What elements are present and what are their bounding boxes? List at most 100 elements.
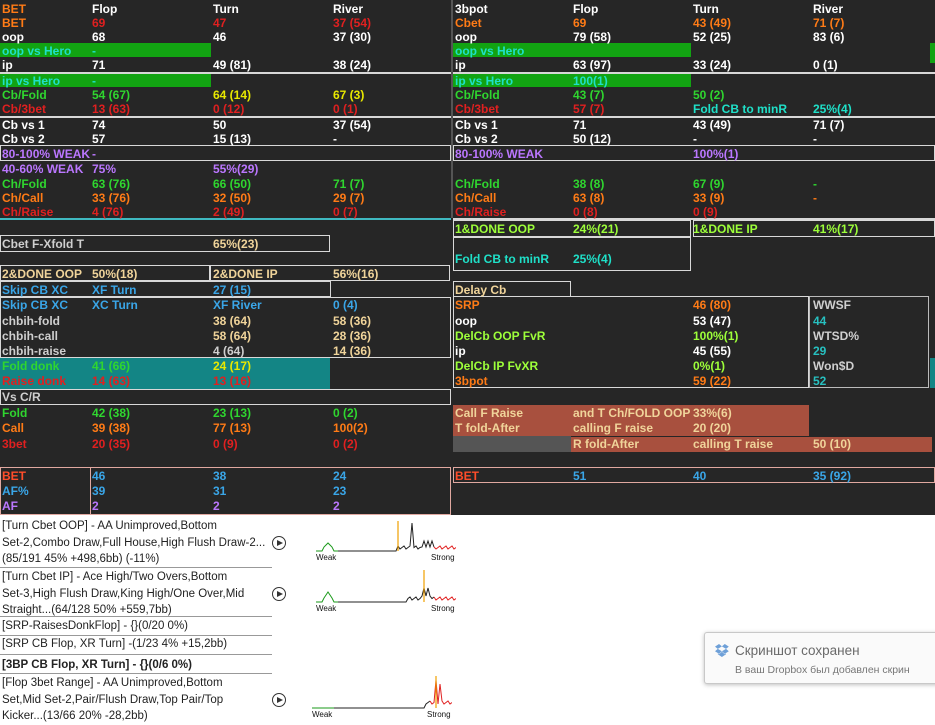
srp-box [453,296,809,388]
stat-cell: Turn [693,2,719,16]
stat-cell: ip [455,344,466,358]
stat-cell: Ch/Fold [2,177,47,191]
separator [453,218,935,220]
stat-cell: 68 [92,30,106,44]
weak-label: Weak [312,710,333,719]
stat-cell: 37 (30) [333,30,372,44]
stat-cell: 100%(1) [693,147,739,161]
stat-cell: Call [2,421,25,435]
ip-vs-hero-bar [0,73,211,87]
stat-cell: 79 (58) [573,30,612,44]
stat-cell: BET [2,16,26,30]
play-icon[interactable] [272,693,286,707]
stat-cell: 0 (2) [333,406,358,420]
gray-cell [453,436,571,452]
range-entry[interactable]: [3BP CB Flop, XR Turn] - {}(0/6 0%) [2,657,192,674]
stat-cell: calling T raise [693,437,774,451]
dropbox-icon [715,644,729,657]
range-entry-line: Set,Mid Set-2,Pair/Flush Draw,Top Pair/T… [2,693,224,706]
stat-cell: 64 (14) [213,88,252,102]
stat-cell: ip [2,58,13,72]
stat-cell: Vs C/R [2,390,41,404]
stat-cell: 3bet [2,437,27,451]
fold-donk-bar [0,358,330,373]
stat-cell: Turn [213,2,239,16]
separator-teal [0,218,451,220]
separator [0,72,451,74]
range-entry[interactable]: [SRP CB Flop, XR Turn] -(1/23 4% +15,2bb… [2,636,227,653]
stat-cell: 56%(16) [333,267,379,281]
stat-cell: 40 [693,469,707,483]
stat-cell: 0 (9) [693,205,718,219]
range-entry-line: Straight...(64/128 50% +559,7bb) [2,604,172,616]
stat-cell: 67 (3) [333,88,365,102]
stat-cell: 53 (47) [693,314,732,328]
stat-cell: 38 (64) [213,314,252,328]
entry-separator [0,673,272,674]
play-icon[interactable] [272,587,286,601]
divider [90,467,91,515]
stat-cell: 74 [92,118,106,132]
entry-separator [0,616,272,617]
range-entry[interactable]: [Turn Cbet IP] - Ace High/Two Overs,Bott… [2,569,244,619]
stat-cell: DelCb OOP FvR [455,329,546,343]
stat-cell: 67 (9) [693,177,725,191]
stat-cell: 43 (7) [573,88,605,102]
strong-label: Strong [431,553,455,562]
toast-title: Скриншот сохранен [735,643,860,658]
stat-cell: 50 [213,118,227,132]
range-entry[interactable]: [Turn Cbet OOP] - AA Unimproved,Bottom Se… [2,518,265,568]
stat-cell: 58 (64) [213,329,252,343]
stat-cell: River [333,2,364,16]
stat-cell: Fold donk [2,359,60,373]
fold-cb-minr-box [453,237,691,271]
stat-cell: 43 (49) [693,118,732,132]
stat-cell: - [813,177,817,191]
stat-cell: XC Turn [92,298,138,312]
stat-cell: 52 (25) [693,30,732,44]
stat-cell: calling F raise [573,421,654,435]
stat-cell: chbih-call [2,329,59,343]
stat-cell: 0%(1) [693,359,726,373]
stat-cell: 33 (9) [693,191,725,205]
stat-cell: 0 (8) [573,205,598,219]
dropbox-toast[interactable]: Скриншот сохранен В ваш Dropbox был доба… [704,632,935,684]
range-entry[interactable]: [Flop 3bet Range] - AA Unimproved,Bottom… [2,675,223,725]
strength-sparkline [316,521,456,552]
stat-cell: XF Turn [92,283,137,297]
stat-cell: 45 (55) [693,344,732,358]
stat-cell: 52 [813,374,827,388]
strong-label: Strong [431,604,455,613]
entry-separator [0,635,272,636]
vs-cr-box [0,389,451,405]
stat-cell: Cbet F-Xfold T [2,237,84,251]
stat-cell: AF [2,499,18,513]
stat-cell: 0 (9) [213,437,238,451]
stat-cell: T fold-After [455,421,520,435]
stat-cell: 33%(6) [693,406,732,420]
range-entry[interactable]: [SRP-RaisesDonkFlop] - {}(0/20 0%) [2,618,188,635]
entry-separator [0,654,272,655]
stat-cell: BET [2,2,26,16]
stat-cell: 4 (64) [213,344,245,358]
oop-vs-hero-bar-right [453,43,691,57]
stat-cell: 24 [333,469,347,483]
stat-cell: and T Ch/FOLD OOP [573,406,691,420]
stat-cell: DelCb IP FvXR [455,359,539,373]
play-icon[interactable] [272,536,286,550]
stat-cell: WTSD% [813,329,859,343]
stat-cell: 39 [92,484,106,498]
stat-cell: 2 [213,499,220,513]
stat-cell: 14 (63) [92,374,131,388]
range-entry-line: [Flop 3bet Range] - AA Unimproved,Bottom [2,677,223,689]
stat-cell: Cb vs 1 [2,118,45,132]
stat-cell: 38 (24) [333,58,372,72]
stat-cell: 20 (35) [92,437,131,451]
stat-cell: 71 (7) [813,118,845,132]
stat-cell: 46 [213,30,227,44]
stat-cell: Ch/Fold [455,177,500,191]
stat-cell: 63 (97) [573,58,612,72]
stat-cell: 100(1) [573,74,608,88]
two-done-oop-box [0,265,210,281]
bet-af-box [0,467,451,515]
